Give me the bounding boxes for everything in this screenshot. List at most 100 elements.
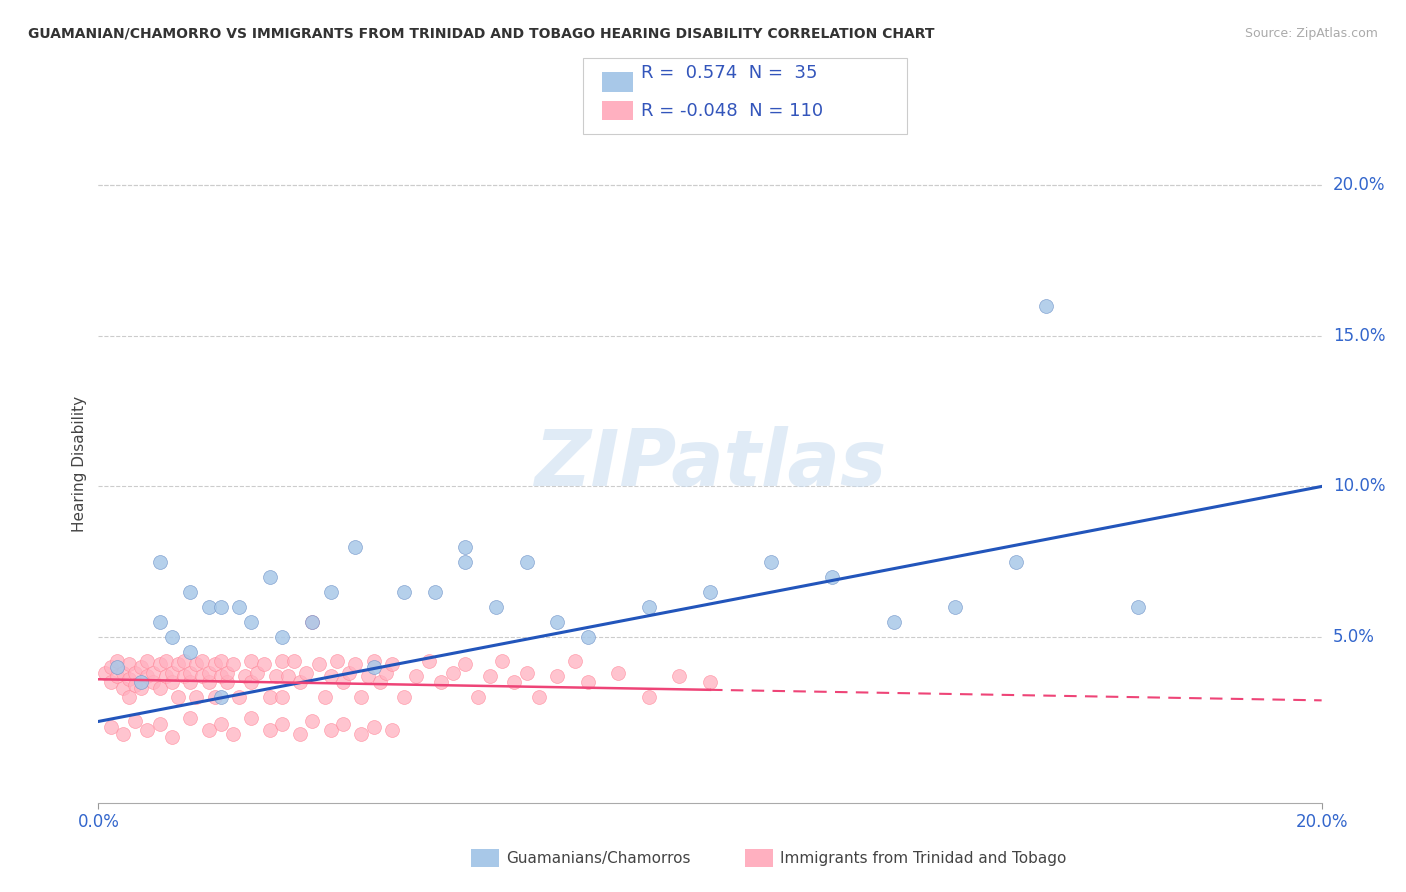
Point [668, 669, 690, 683]
Point [100, 660, 122, 674]
Point [105, 660, 128, 674]
Point [124, 666, 146, 681]
Point [363, 660, 385, 674]
Text: Immigrants from Trinidad and Tobago: Immigrants from Trinidad and Tobago [780, 851, 1067, 865]
Point [233, 669, 256, 683]
Text: ZIPatlas: ZIPatlas [534, 425, 886, 502]
Point [264, 669, 287, 683]
Point [308, 657, 330, 672]
Point [344, 657, 367, 672]
Point [441, 666, 464, 681]
Point [149, 681, 172, 696]
Point [197, 723, 219, 738]
Point [423, 585, 446, 599]
Point [142, 666, 165, 681]
Point [290, 675, 312, 690]
Point [124, 714, 146, 729]
Point [197, 675, 219, 690]
Point [564, 654, 586, 668]
Point [699, 585, 721, 599]
Point [270, 690, 292, 705]
Point [105, 654, 128, 668]
Point [637, 690, 661, 705]
Point [129, 681, 152, 696]
Point [118, 657, 141, 672]
Point [191, 669, 214, 683]
Y-axis label: Hearing Disability: Hearing Disability [72, 396, 87, 532]
Point [546, 669, 568, 683]
Point [136, 723, 159, 738]
Point [100, 721, 122, 735]
Point [516, 666, 538, 681]
Text: 5.0%: 5.0% [1333, 628, 1375, 646]
Point [111, 666, 134, 681]
Point [136, 669, 159, 683]
Point [167, 690, 190, 705]
Point [290, 726, 312, 740]
Text: 20.0%: 20.0% [1333, 176, 1385, 194]
Point [149, 555, 172, 569]
Point [381, 723, 404, 738]
Point [546, 615, 568, 629]
Text: R =  0.574  N =  35: R = 0.574 N = 35 [641, 64, 818, 82]
Point [111, 681, 134, 696]
Point [215, 666, 238, 681]
Point [209, 654, 232, 668]
Point [228, 690, 250, 705]
Point [179, 711, 201, 725]
Text: GUAMANIAN/CHAMORRO VS IMMIGRANTS FROM TRINIDAD AND TOBAGO HEARING DISABILITY COR: GUAMANIAN/CHAMORRO VS IMMIGRANTS FROM TR… [28, 27, 935, 41]
Point [576, 630, 599, 644]
Point [222, 726, 245, 740]
Point [160, 730, 183, 744]
Point [142, 675, 165, 690]
Point [326, 654, 349, 668]
Text: Guamanians/Chamorros: Guamanians/Chamorros [506, 851, 690, 865]
Point [350, 726, 373, 740]
Point [149, 657, 172, 672]
Point [576, 675, 599, 690]
Point [527, 690, 550, 705]
Point [295, 666, 318, 681]
Point [368, 675, 391, 690]
Point [478, 669, 501, 683]
Point [259, 570, 281, 584]
Point [277, 669, 299, 683]
Point [943, 599, 966, 614]
Point [111, 726, 134, 740]
Point [209, 599, 232, 614]
Point [283, 654, 305, 668]
Point [222, 657, 245, 672]
Point [454, 555, 477, 569]
Point [252, 657, 274, 672]
Point [503, 675, 526, 690]
Point [209, 669, 232, 683]
Point [136, 654, 159, 668]
Point [191, 654, 214, 668]
Point [356, 669, 378, 683]
Point [186, 657, 208, 672]
Point [699, 675, 721, 690]
Point [129, 675, 152, 690]
Point [454, 657, 477, 672]
Point [105, 669, 128, 683]
Point [149, 717, 172, 731]
Point [1004, 555, 1026, 569]
Point [1035, 299, 1057, 313]
Point [516, 555, 538, 569]
Point [118, 690, 141, 705]
Point [118, 673, 141, 687]
Point [240, 675, 263, 690]
Text: 10.0%: 10.0% [1333, 477, 1385, 495]
Point [301, 615, 323, 629]
Point [332, 675, 354, 690]
Point [467, 690, 489, 705]
Point [186, 690, 208, 705]
Point [173, 654, 195, 668]
Point [363, 721, 385, 735]
Point [485, 599, 508, 614]
Point [319, 723, 342, 738]
Point [430, 675, 453, 690]
Point [155, 669, 177, 683]
Point [270, 630, 292, 644]
Point [301, 714, 323, 729]
